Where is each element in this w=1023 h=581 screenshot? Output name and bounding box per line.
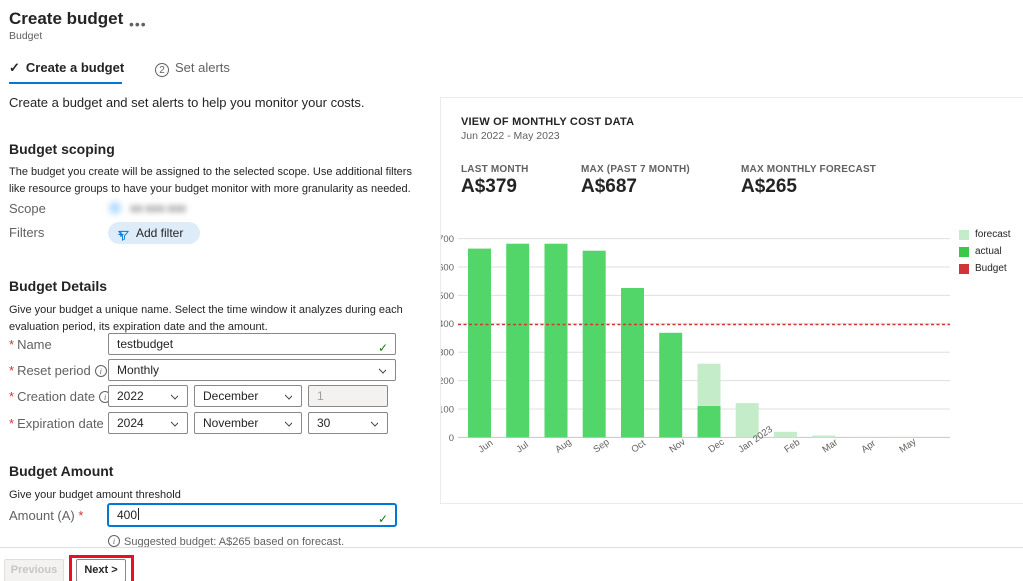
- svg-text:200: 200: [441, 376, 454, 387]
- svg-text:700: 700: [441, 234, 454, 245]
- svg-text:Nov: Nov: [667, 437, 687, 456]
- svg-text:0: 0: [449, 433, 454, 444]
- svg-text:Oct: Oct: [629, 438, 648, 456]
- svg-text:Jun: Jun: [476, 438, 495, 456]
- svg-text:100: 100: [441, 404, 454, 415]
- svg-text:Feb: Feb: [782, 437, 802, 455]
- svg-text:600: 600: [441, 262, 454, 273]
- svg-text:300: 300: [441, 348, 454, 359]
- svg-text:Mar: Mar: [820, 437, 840, 455]
- svg-text:Dec: Dec: [706, 437, 726, 456]
- svg-text:Apr: Apr: [859, 438, 877, 455]
- svg-text:500: 500: [441, 291, 454, 302]
- svg-text:May: May: [897, 436, 918, 455]
- svg-text:Sep: Sep: [591, 437, 611, 456]
- svg-text:Jul: Jul: [514, 439, 530, 455]
- svg-text:400: 400: [441, 319, 454, 330]
- svg-text:Aug: Aug: [553, 437, 573, 456]
